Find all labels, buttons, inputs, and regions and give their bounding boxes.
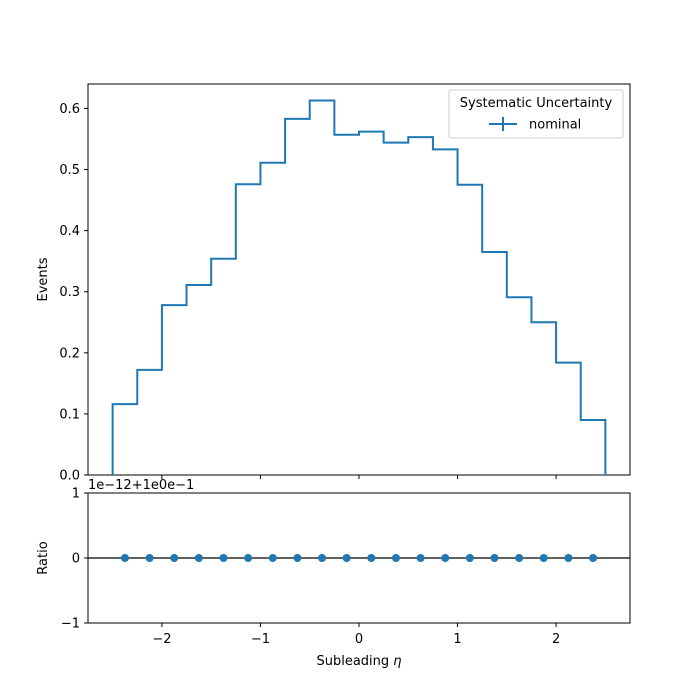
histogram-y-tick-label: 0.2 xyxy=(59,346,80,361)
ratio-point xyxy=(490,554,499,562)
ratio-y-axis-label: Ratio xyxy=(36,541,51,574)
histogram-panel: 0.0 0.1 0.2 0.3 0.4 0.5 0.6 Events Systematic … xyxy=(36,83,631,484)
ratio-x-tick-label: −1 xyxy=(251,632,270,647)
ratio-y-tick-label: 0 xyxy=(72,552,80,567)
x-axis-label-symbol: η xyxy=(393,654,401,669)
ratio-point xyxy=(564,554,573,562)
ratio-point xyxy=(194,554,203,562)
histogram-y-tick-label: 0.1 xyxy=(59,407,80,422)
ratio-point xyxy=(293,554,302,562)
legend-marker-nominal xyxy=(489,117,517,131)
legend-box xyxy=(448,89,624,139)
histogram-y-ticks: 0.0 0.1 0.2 0.3 0.4 0.5 0.6 xyxy=(59,102,88,484)
histogram-y-tick-label: 0.3 xyxy=(59,285,80,300)
ratio-panel: −1 0 1 −2 −1 0 1 2 1e−12+1e0e−1 Ratio Subleadi… xyxy=(36,478,631,669)
ratio-point xyxy=(244,554,253,562)
ratio-point xyxy=(539,554,548,562)
ratio-point xyxy=(391,554,400,562)
histogram-y-tick-label: 0.4 xyxy=(59,224,80,239)
ratio-point xyxy=(589,554,598,562)
histogram-x-ticks xyxy=(161,475,557,479)
histogram-axes-frame xyxy=(87,83,631,476)
histogram-y-tick-label: 0.5 xyxy=(59,163,80,178)
legend-entry-nominal: nominal xyxy=(529,118,581,133)
ratio-offset-text: 1e−12+1e0e−1 xyxy=(88,478,194,493)
histogram-y-tick-label: 0.0 xyxy=(59,469,80,484)
ratio-points xyxy=(120,554,598,562)
ratio-point xyxy=(342,554,351,562)
legend-title: Systematic Uncertainty xyxy=(460,96,613,111)
ratio-point xyxy=(120,554,129,562)
ratio-point xyxy=(367,554,376,562)
ratio-point xyxy=(268,554,277,562)
ratio-point xyxy=(465,554,474,562)
ratio-y-ticks: −1 0 1 xyxy=(61,487,88,632)
ratio-point xyxy=(219,554,228,562)
ratio-x-tick-label: −2 xyxy=(152,632,171,647)
ratio-x-tick-label: 1 xyxy=(453,632,461,647)
ratio-point xyxy=(441,554,450,562)
histogram-series-nominal xyxy=(111,99,607,475)
ratio-x-ticks: −2 −1 0 1 2 xyxy=(152,623,560,647)
histogram-y-tick-label: 0.6 xyxy=(59,102,80,117)
ratio-x-tick-label: 2 xyxy=(552,632,560,647)
ratio-y-tick-label: 1 xyxy=(72,487,80,502)
histogram-y-axis-label: Events xyxy=(36,257,51,301)
ratio-point xyxy=(170,554,179,562)
ratio-x-tick-label: 0 xyxy=(355,632,363,647)
ratio-point xyxy=(145,554,154,562)
x-axis-label: Subleading η xyxy=(316,654,401,669)
ratio-point xyxy=(318,554,327,562)
legend: Systematic Uncertainty nominal xyxy=(448,89,624,139)
ratio-point xyxy=(515,554,524,562)
ratio-y-tick-label: −1 xyxy=(61,617,80,632)
ratio-point xyxy=(416,554,425,562)
x-axis-label-text: Subleading xyxy=(316,654,393,669)
